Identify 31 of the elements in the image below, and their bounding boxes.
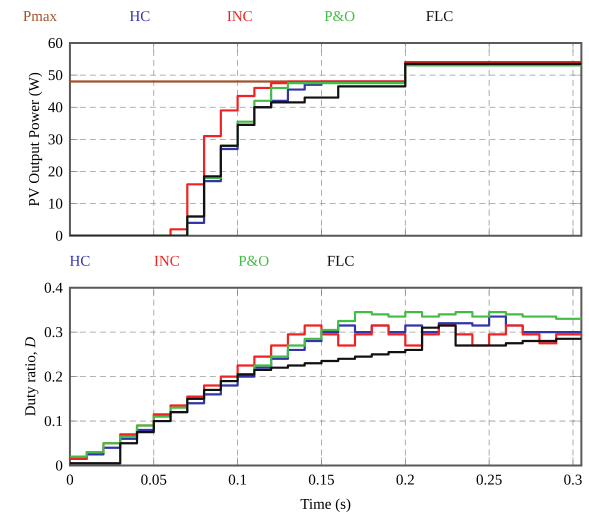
text: INC: [154, 256, 179, 266]
y-tick-label: 0.4: [44, 282, 63, 293]
x-tick-label: 0.3: [564, 474, 582, 485]
text: P&O: [238, 256, 269, 266]
y-tick-label: 30: [48, 134, 62, 144]
y-tick-label: 0: [56, 230, 62, 241]
y-axis-title: PV Output Power (W): [28, 72, 42, 206]
x-tick-label: 0.15: [308, 474, 334, 485]
y-tick-label: 0.3: [44, 326, 62, 338]
y-tick-label: 0.2: [44, 371, 62, 382]
text: HC: [130, 10, 150, 21]
x-tick-label: 0.25: [476, 474, 502, 485]
text: FLC: [426, 10, 452, 21]
x-axis-title: Time (s): [300, 498, 350, 512]
text: HC: [70, 256, 90, 266]
y-tick-label: 10: [49, 198, 62, 208]
y-tick-label: 0: [56, 460, 62, 470]
y-axis-title: Duty ratio, D: [25, 336, 38, 416]
y-tick-label: 50: [48, 70, 62, 80]
x-tick-label: 0.2: [396, 474, 414, 485]
x-tick-label: 0.1: [228, 474, 246, 485]
x-tick-label: 0: [66, 474, 74, 484]
y-tick-label: 60: [48, 38, 62, 48]
y-tick-label: 20: [48, 166, 62, 176]
text: INC: [227, 10, 252, 21]
y-tick-label: 0.1: [44, 416, 62, 426]
text: FLC: [327, 256, 354, 266]
y-tick-label: 40: [48, 102, 62, 112]
text: P&O: [324, 10, 354, 21]
text: Pmax: [23, 10, 57, 21]
x-tick-label: 0.05: [141, 474, 166, 485]
